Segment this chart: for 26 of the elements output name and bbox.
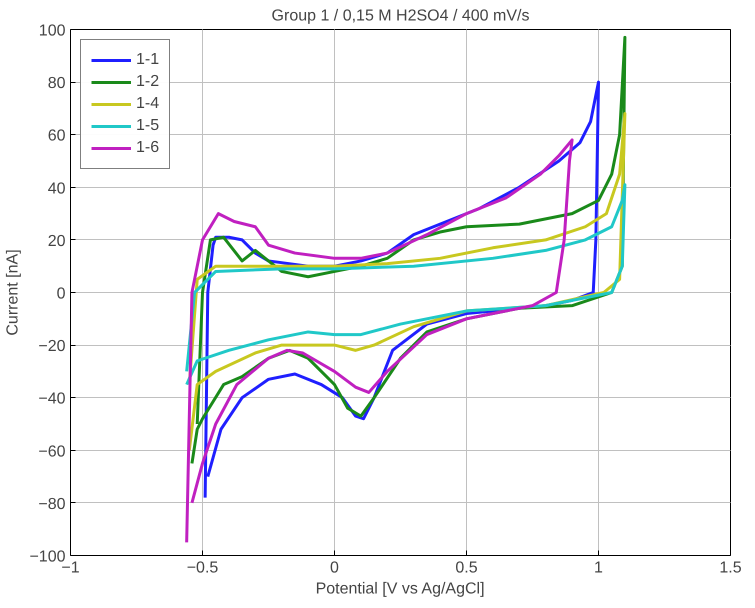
y-tick-label: 80 — [48, 75, 66, 92]
x-tick-label: 0.5 — [455, 560, 478, 576]
y-tick-label: 0 — [56, 286, 66, 302]
y-tick-label: −60 — [38, 443, 66, 460]
legend-label: 1-6 — [136, 139, 160, 157]
y-tick-label: −80 — [38, 496, 66, 513]
x-tick-label: 0 — [330, 560, 340, 576]
legend-label: 1-1 — [136, 51, 160, 69]
y-axis-title: Current [nA] — [4, 249, 22, 336]
x-axis-title: Potential [V vs Ag/AgCl] — [316, 580, 485, 598]
x-tick-label: 1 — [594, 560, 604, 576]
line-series — [185, 138, 574, 544]
y-tick-label: −100 — [29, 548, 66, 566]
y-tick-label: 20 — [48, 232, 66, 250]
legend-label: 1-2 — [136, 73, 160, 91]
legend-label: 1-4 — [136, 95, 160, 113]
x-tick-label: −0.5 — [186, 560, 218, 576]
y-tick-label: 100 — [38, 22, 66, 40]
chart-title: Group 1 / 0,15 M H2SO4 / 400 mV/s — [272, 8, 530, 24]
y-tick-label: −20 — [38, 338, 66, 356]
line-series — [185, 183, 626, 386]
y-tick-label: 60 — [48, 128, 66, 145]
y-tick-label: 40 — [48, 180, 66, 198]
legend-label: 1-5 — [136, 117, 160, 135]
y-tick-label: −40 — [38, 390, 66, 408]
x-tick-label: 1.5 — [719, 560, 742, 576]
